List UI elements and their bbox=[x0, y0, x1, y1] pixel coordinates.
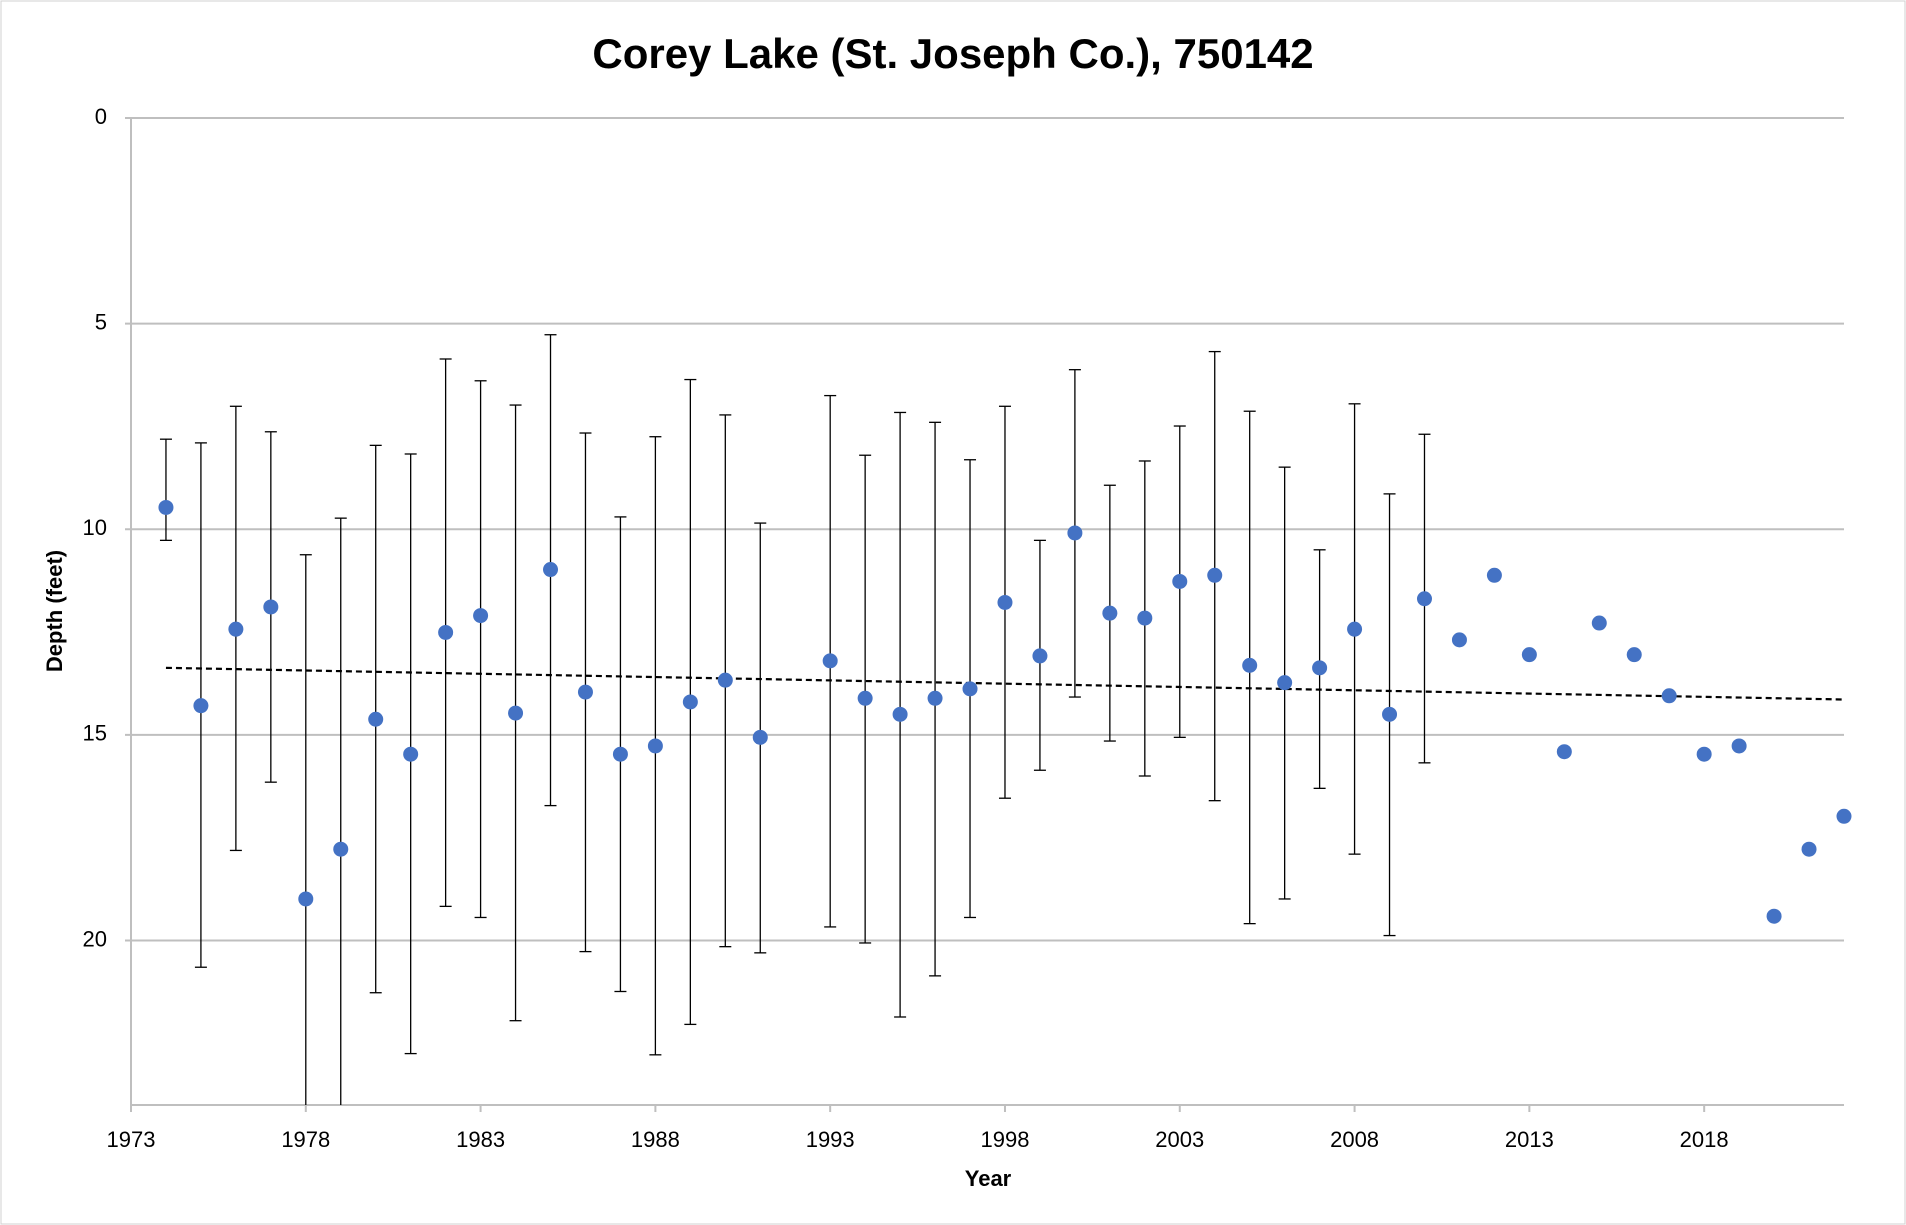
data-point bbox=[1696, 746, 1712, 762]
x-tick-label: 2018 bbox=[1680, 1127, 1729, 1152]
y-tick-label: 15 bbox=[83, 721, 107, 746]
data-point bbox=[962, 681, 978, 697]
chart-title: Corey Lake (St. Joseph Co.), 750142 bbox=[592, 30, 1313, 77]
data-point bbox=[333, 841, 349, 857]
data-point bbox=[682, 694, 698, 710]
x-tick-label: 1978 bbox=[281, 1127, 330, 1152]
data-point bbox=[997, 594, 1013, 610]
data-point bbox=[1801, 841, 1817, 857]
data-point bbox=[752, 729, 768, 745]
data-point bbox=[857, 690, 873, 706]
data-point bbox=[1312, 660, 1328, 676]
data-point bbox=[1836, 808, 1852, 824]
data-point bbox=[1661, 688, 1677, 704]
data-point bbox=[927, 690, 943, 706]
data-point bbox=[1067, 525, 1083, 541]
y-axis-label: Depth (feet) bbox=[42, 550, 67, 672]
data-point bbox=[1591, 615, 1607, 631]
x-tick-label: 2008 bbox=[1330, 1127, 1379, 1152]
x-tick-label: 2003 bbox=[1155, 1127, 1204, 1152]
data-point bbox=[717, 672, 733, 688]
data-point bbox=[1137, 610, 1153, 626]
data-point bbox=[1731, 738, 1747, 754]
data-point bbox=[577, 684, 593, 700]
data-point bbox=[1382, 706, 1398, 722]
x-tick-label: 1993 bbox=[806, 1127, 855, 1152]
x-tick-label: 1983 bbox=[456, 1127, 505, 1152]
data-point bbox=[228, 621, 244, 637]
data-point bbox=[1521, 647, 1537, 663]
x-tick-label: 1973 bbox=[107, 1127, 156, 1152]
data-point bbox=[1277, 675, 1293, 691]
data-point bbox=[1451, 632, 1467, 648]
data-point bbox=[263, 599, 279, 615]
data-point bbox=[298, 891, 314, 907]
y-tick-label: 0 bbox=[95, 104, 107, 129]
data-point bbox=[1172, 573, 1188, 589]
data-point bbox=[403, 746, 419, 762]
data-point bbox=[508, 705, 524, 721]
data-point bbox=[193, 698, 209, 714]
data-point bbox=[473, 608, 489, 624]
data-point bbox=[1242, 657, 1258, 673]
data-point bbox=[1102, 605, 1118, 621]
y-tick-label: 5 bbox=[95, 309, 107, 334]
data-point bbox=[647, 738, 663, 754]
data-point bbox=[158, 499, 174, 515]
data-point bbox=[1626, 647, 1642, 663]
x-tick-label: 2013 bbox=[1505, 1127, 1554, 1152]
data-point bbox=[543, 562, 559, 578]
data-point bbox=[1032, 648, 1048, 664]
data-point bbox=[1347, 621, 1363, 637]
data-point bbox=[1207, 567, 1223, 583]
x-tick-label: 1988 bbox=[631, 1127, 680, 1152]
data-point bbox=[438, 624, 454, 640]
data-point bbox=[1416, 591, 1432, 607]
data-point bbox=[1766, 908, 1782, 924]
data-point bbox=[822, 653, 838, 669]
x-tick-label: 1998 bbox=[981, 1127, 1030, 1152]
y-tick-label: 10 bbox=[83, 515, 107, 540]
data-point bbox=[1556, 744, 1572, 760]
data-point bbox=[612, 746, 628, 762]
data-point bbox=[368, 711, 384, 727]
x-axis-label: Year bbox=[965, 1166, 1012, 1191]
data-point bbox=[892, 706, 908, 722]
y-tick-label: 20 bbox=[83, 926, 107, 951]
data-point bbox=[1486, 567, 1502, 583]
